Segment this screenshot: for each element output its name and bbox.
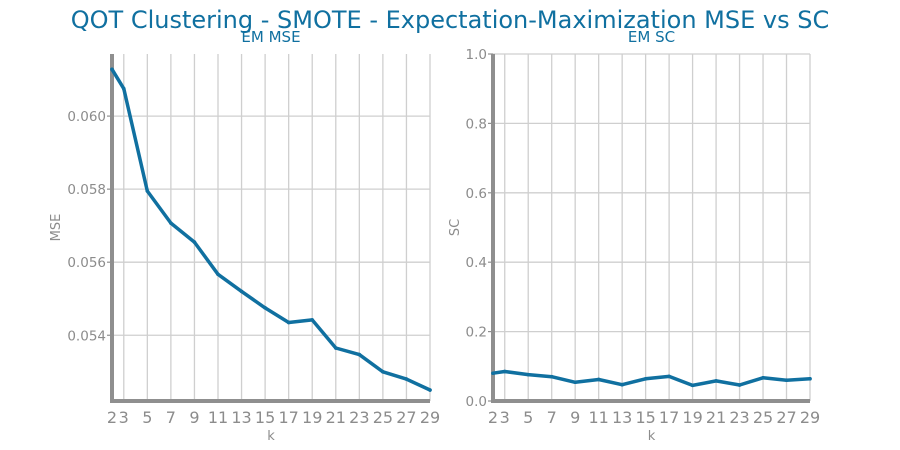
sc-data-point bbox=[690, 383, 695, 388]
sc-y-tick-label: 0.6 bbox=[466, 186, 487, 202]
mse-data-point bbox=[216, 272, 220, 277]
mse-y-tick-label: 0.060 bbox=[67, 109, 106, 125]
mse-x-tick-label: 13 bbox=[231, 408, 251, 427]
sc-x-tick-label: 5 bbox=[523, 408, 533, 427]
sc-x-tick-label: 19 bbox=[682, 408, 702, 427]
sc-x-tick-label: 23 bbox=[729, 408, 749, 427]
sc-data-point bbox=[737, 383, 742, 387]
mse-chart-title: EM MSE bbox=[241, 28, 300, 46]
sc-data-point bbox=[596, 377, 601, 382]
sc-x-tick-label: 25 bbox=[753, 408, 773, 427]
sc-data-point bbox=[714, 379, 718, 383]
sc-data-point bbox=[784, 378, 789, 382]
mse-y-axis-title: MSE bbox=[49, 214, 64, 242]
sc-x-axis-title: k bbox=[648, 429, 656, 444]
mse-y-tick-label: 0.056 bbox=[67, 255, 106, 271]
sc-data-point bbox=[491, 371, 495, 376]
sc-data-point bbox=[502, 369, 507, 374]
mse-data-point bbox=[169, 221, 173, 225]
mse-x-tick-label: 29 bbox=[420, 408, 440, 427]
sc-y-tick-label: 0.8 bbox=[466, 116, 487, 132]
mse-x-tick-label: 5 bbox=[142, 408, 152, 427]
sc-x-tick-label: 3 bbox=[500, 408, 510, 427]
mse-y-tick-label: 0.058 bbox=[67, 182, 106, 198]
sc-y-axis-title: SC bbox=[448, 219, 463, 236]
mse-data-point bbox=[333, 346, 338, 350]
sc-data-point bbox=[643, 376, 648, 381]
mse-x-tick-label: 23 bbox=[349, 408, 369, 427]
mse-x-tick-label: 9 bbox=[189, 408, 199, 427]
sc-x-tick-label: 9 bbox=[570, 408, 580, 427]
sc-x-tick-label: 15 bbox=[635, 408, 655, 427]
mse-data-point bbox=[239, 289, 244, 294]
sc-data-point bbox=[573, 380, 577, 385]
sc-data-point bbox=[808, 376, 812, 381]
sc-data-point bbox=[761, 375, 765, 380]
mse-x-tick-label: 21 bbox=[326, 408, 346, 427]
mse-data-point bbox=[381, 369, 385, 374]
sc-x-tick-label: 17 bbox=[659, 408, 679, 427]
sc-x-tick-label: 21 bbox=[706, 408, 726, 427]
mse-x-tick-label: 19 bbox=[302, 408, 322, 427]
mse-x-tick-label: 15 bbox=[255, 408, 275, 427]
mse-data-point bbox=[145, 189, 150, 193]
sc-x-tick-label: 7 bbox=[547, 408, 557, 427]
sc-data-point bbox=[526, 372, 531, 377]
mse-data-point bbox=[428, 388, 432, 392]
mse-data-point bbox=[357, 352, 362, 357]
mse-data-point bbox=[404, 377, 409, 381]
figure-title: QOT Clustering - SMOTE - Expectation-Max… bbox=[71, 6, 829, 34]
mse-x-tick-label: 17 bbox=[278, 408, 298, 427]
sc-data-point bbox=[667, 374, 671, 379]
sc-x-tick-label: 29 bbox=[800, 408, 820, 427]
mse-x-tick-label: 11 bbox=[208, 408, 228, 427]
mse-x-tick-label: 7 bbox=[166, 408, 176, 427]
sc-chart-title: EM SC bbox=[628, 28, 675, 46]
mse-x-tick-label: 2 bbox=[107, 408, 117, 427]
mse-x-tick-label: 3 bbox=[119, 408, 129, 427]
mse-data-point bbox=[192, 240, 197, 244]
mse-data-point bbox=[110, 67, 114, 72]
mse-x-axis-title: k bbox=[267, 429, 275, 444]
sc-data-point bbox=[620, 382, 624, 387]
mse-y-tick-label: 0.054 bbox=[67, 328, 106, 344]
mse-panel: 2 3 5 7 9 11 13 15 17 19 21 23 25 27 290.0540.0560.058… bbox=[49, 28, 440, 444]
sc-x-tick-label: 27 bbox=[776, 408, 796, 427]
mse-data-point bbox=[286, 320, 291, 325]
sc-y-tick-label: 0.0 bbox=[466, 394, 487, 410]
sc-y-tick-label: 1.0 bbox=[466, 47, 487, 63]
sc-y-tick-label: 0.2 bbox=[466, 325, 487, 341]
mse-x-tick-label: 27 bbox=[396, 408, 416, 427]
mse-data-point bbox=[263, 306, 267, 310]
sc-x-tick-label: 13 bbox=[612, 408, 632, 427]
mse-data-point bbox=[310, 318, 315, 322]
mse-data-point bbox=[121, 86, 126, 91]
sc-x-tick-label: 2 bbox=[488, 408, 498, 427]
sc-data-point bbox=[549, 374, 554, 379]
sc-panel: 2 3 5 7 9 11 13 15 17 19 21 23 25 27 290.00.20.40.60.8… bbox=[448, 28, 820, 444]
sc-y-tick-label: 0.4 bbox=[466, 255, 487, 271]
sc-x-tick-label: 11 bbox=[588, 408, 608, 427]
mse-x-tick-label: 25 bbox=[373, 408, 393, 427]
